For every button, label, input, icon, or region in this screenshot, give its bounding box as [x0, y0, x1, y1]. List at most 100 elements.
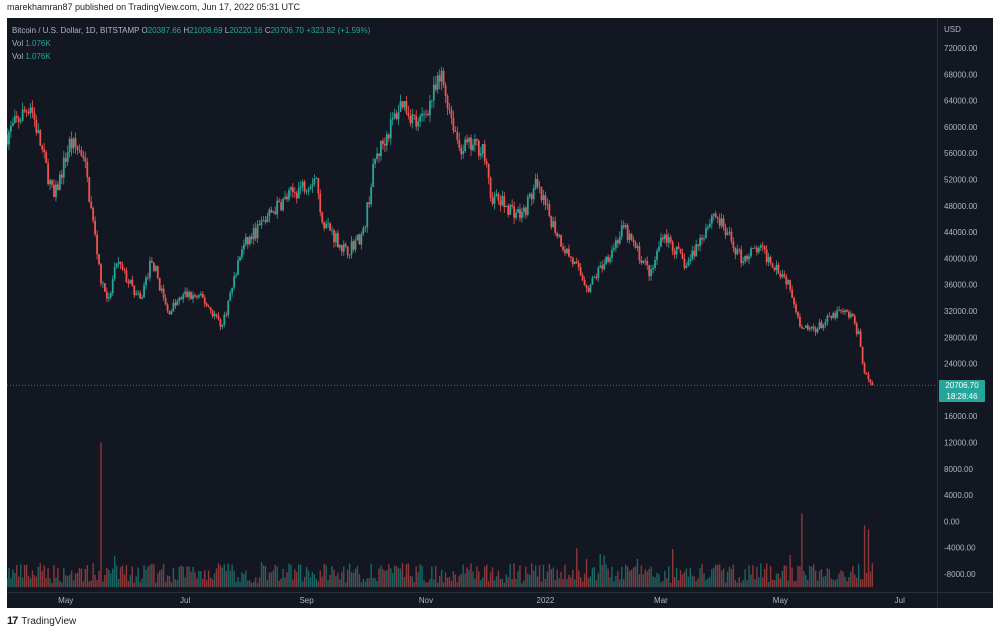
volume-bar — [401, 563, 404, 588]
volume-bar — [321, 576, 323, 588]
candle-body — [622, 225, 625, 228]
volume-bar — [74, 573, 77, 588]
candle-body — [415, 115, 418, 127]
volume-bar — [260, 562, 263, 588]
volume-bar — [699, 568, 701, 588]
volume-bar — [66, 576, 69, 588]
volume-bar — [117, 579, 120, 588]
volume-bar — [701, 563, 703, 588]
volume-bar — [797, 565, 799, 588]
candle-body — [444, 85, 447, 97]
candle-body — [701, 237, 703, 240]
volume-bar — [323, 563, 325, 588]
candle-body — [718, 218, 721, 226]
candle-body — [205, 303, 208, 307]
volume-bar — [715, 564, 717, 588]
volume-bar — [80, 568, 83, 588]
candle-body — [196, 296, 198, 298]
candle-body — [683, 258, 686, 268]
volume-bar — [72, 580, 75, 588]
price-tick-label: 28000.00 — [944, 333, 978, 342]
candle-body — [227, 300, 230, 316]
candle-body — [530, 194, 533, 200]
volume-bar — [98, 571, 100, 588]
candle-body — [842, 310, 844, 313]
volume-bar — [356, 566, 359, 588]
volume-bar — [82, 581, 85, 588]
volume-bar — [628, 570, 631, 588]
candle-body — [618, 236, 621, 244]
candle-body — [266, 216, 269, 222]
volume-bar — [262, 565, 265, 588]
volume-bar — [329, 575, 331, 588]
volume-bar — [668, 566, 670, 588]
chart-panel[interactable]: USD 72000.00 68000.00 64000.00 60000.00 56000… — [7, 18, 993, 608]
candle-body — [336, 233, 339, 248]
volume-bar — [65, 575, 67, 588]
candle-body — [736, 249, 739, 255]
candle-body — [27, 111, 30, 114]
volume-bar — [247, 580, 249, 588]
volume-bar — [636, 558, 639, 588]
volume-bar — [803, 571, 805, 588]
volume-bar — [646, 571, 648, 588]
volume-bar — [570, 577, 572, 588]
candle-body — [597, 267, 600, 279]
price-tick-label: 24000.00 — [944, 360, 978, 369]
volume-bar — [640, 565, 643, 588]
volume-bar — [405, 564, 408, 588]
price-tick-label: 0.00 — [944, 517, 960, 526]
candle-body — [681, 252, 684, 259]
candle-body — [699, 237, 701, 247]
candle-body — [503, 196, 506, 207]
candle-body — [268, 209, 271, 217]
candle-body — [407, 112, 410, 116]
candle-body — [164, 297, 167, 305]
candle-body — [569, 256, 572, 258]
candle-body — [793, 297, 795, 305]
candle-body — [577, 263, 580, 268]
candle-body — [691, 250, 694, 260]
last-price-value: 20706.70 — [945, 381, 979, 390]
volume-bar — [149, 564, 151, 588]
candle-body — [675, 246, 678, 255]
volume-bar — [816, 580, 819, 588]
candle-body — [121, 264, 124, 269]
volume-bar — [638, 574, 641, 588]
candle-body — [258, 224, 261, 226]
candle-body — [135, 293, 138, 296]
volume-bar — [785, 565, 787, 588]
candle-body — [703, 238, 705, 240]
volume-bar — [7, 578, 8, 588]
candle-body — [362, 228, 365, 234]
volume-bar — [758, 577, 760, 588]
candle-body — [458, 139, 461, 148]
candle-body — [820, 322, 823, 329]
volume-bar — [301, 581, 304, 588]
volume-bar — [192, 566, 194, 588]
volume-bar — [45, 578, 47, 588]
candle-body — [409, 115, 412, 124]
volume-bar — [720, 570, 723, 588]
candle-body — [642, 260, 645, 263]
candle-body — [8, 131, 10, 145]
legend-open: 20387.66 — [147, 26, 182, 35]
candle-body — [773, 267, 776, 271]
volume-bar — [754, 579, 756, 588]
volume-bar — [464, 573, 466, 588]
candle-body — [783, 274, 786, 277]
volume-bar — [143, 565, 145, 588]
candle-body — [170, 311, 173, 315]
volume-bar — [446, 577, 449, 588]
candle-body — [442, 70, 445, 86]
candlestick-chart[interactable]: USD 72000.00 68000.00 64000.00 60000.00 56000… — [7, 18, 993, 608]
candle-body — [423, 113, 425, 115]
candle-body — [90, 201, 93, 208]
volume-bar — [272, 570, 274, 588]
candle-body — [810, 326, 813, 329]
candle-body — [133, 285, 136, 296]
candle-body — [286, 196, 288, 200]
candle-body — [677, 246, 680, 249]
candle-body — [716, 217, 719, 219]
candle-body — [340, 245, 343, 252]
